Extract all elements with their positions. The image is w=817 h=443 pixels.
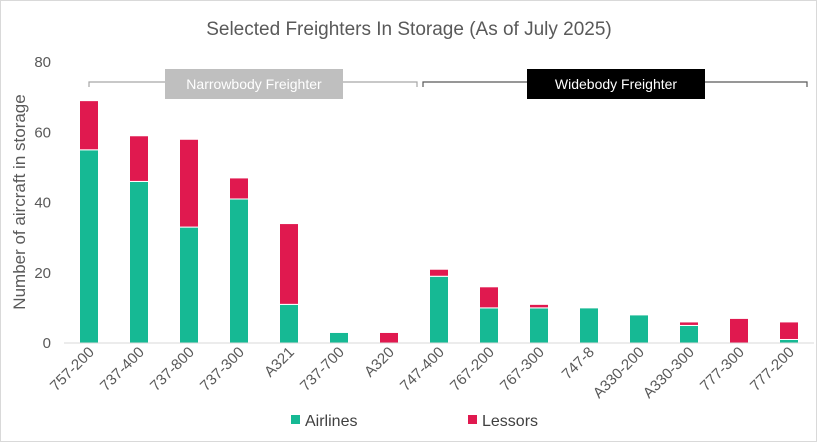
bar-airlines-747-400: [429, 275, 449, 344]
x-tick-label-7: 747-400: [397, 344, 448, 395]
x-tick-label-13: 777-300: [697, 344, 748, 395]
bar-lessors-A320: [379, 331, 399, 344]
legend-label-airlines: Airlines: [305, 413, 357, 430]
y-tick-label-0: 0: [43, 335, 51, 352]
x-tick-label-10: 747-8: [559, 344, 598, 383]
bar-series: [79, 100, 799, 344]
y-axis-label: Number of aircraft in storage: [10, 94, 29, 309]
bar-lessors-A321: [279, 223, 299, 305]
bar-lessors-767-200: [479, 286, 499, 309]
x-axis-ticks: 757-200 737-400 737-800 737-300 A321 737-700 A…: [47, 344, 798, 402]
bar-airlines-737-300: [229, 198, 249, 344]
bar-airlines-757-200: [79, 149, 99, 344]
y-tick-label-3: 60: [34, 124, 51, 141]
bar-lessors-757-200: [79, 100, 99, 151]
x-tick-label-6: A320: [361, 344, 398, 381]
x-tick-label-12: A330-300: [640, 344, 698, 402]
x-tick-label-4: A321: [261, 344, 298, 381]
bar-airlines-747-8: [579, 307, 599, 344]
bar-airlines-737-400: [129, 180, 149, 344]
y-tick-label-1: 20: [34, 265, 51, 282]
bar-airlines-767-200: [479, 307, 499, 344]
category-groups: Narrowbody Freighter Widebody Freighter: [88, 69, 808, 99]
x-tick-label-1: 737-400: [97, 344, 148, 395]
y-axis-ticks: 0 20 40 60 80: [34, 54, 51, 352]
x-tick-label-0: 757-200: [47, 344, 98, 395]
bar-airlines-A330-200: [629, 314, 649, 344]
group-label-0: Narrowbody Freighter: [186, 76, 322, 92]
legend-swatch-airlines: [291, 415, 300, 424]
bar-airlines-767-300: [529, 307, 549, 344]
legend: Airlines Lessors: [291, 413, 538, 430]
y-tick-label-2: 40: [34, 195, 51, 212]
x-tick-label-5: 737-700: [297, 344, 348, 395]
x-tick-label-2: 737-800: [147, 344, 198, 395]
x-tick-label-14: 777-200: [747, 344, 798, 395]
bar-lessors-737-300: [229, 177, 249, 200]
bar-airlines-A330-300: [679, 324, 699, 344]
bar-lessors-737-800: [179, 138, 199, 228]
group-label-box-0: [165, 69, 343, 99]
x-tick-label-8: 767-200: [447, 344, 498, 395]
y-tick-label-4: 80: [34, 54, 51, 71]
legend-swatch-lessors: [468, 415, 477, 424]
bar-airlines-A321: [279, 303, 299, 344]
bar-lessors-767-300: [529, 303, 549, 309]
legend-label-lessors: Lessors: [482, 413, 538, 430]
group-label-box-1: [527, 69, 705, 99]
bar-lessors-777-200: [779, 321, 799, 340]
group-label-1: Widebody Freighter: [555, 76, 678, 92]
bar-lessors-747-400: [429, 268, 449, 277]
bar-lessors-737-400: [129, 135, 149, 182]
bar-airlines-737-700: [329, 331, 349, 344]
bar-lessors-A330-300: [679, 321, 699, 326]
x-tick-label-9: 767-300: [497, 344, 548, 395]
x-tick-label-3: 737-300: [197, 344, 248, 395]
bar-lessors-777-300: [729, 317, 749, 344]
x-tick-label-11: A330-200: [590, 344, 648, 402]
chart-title: Selected Freighters In Storage (As of Ju…: [206, 19, 612, 40]
bar-airlines-737-800: [179, 226, 199, 344]
bar-airlines-777-200: [779, 338, 799, 344]
